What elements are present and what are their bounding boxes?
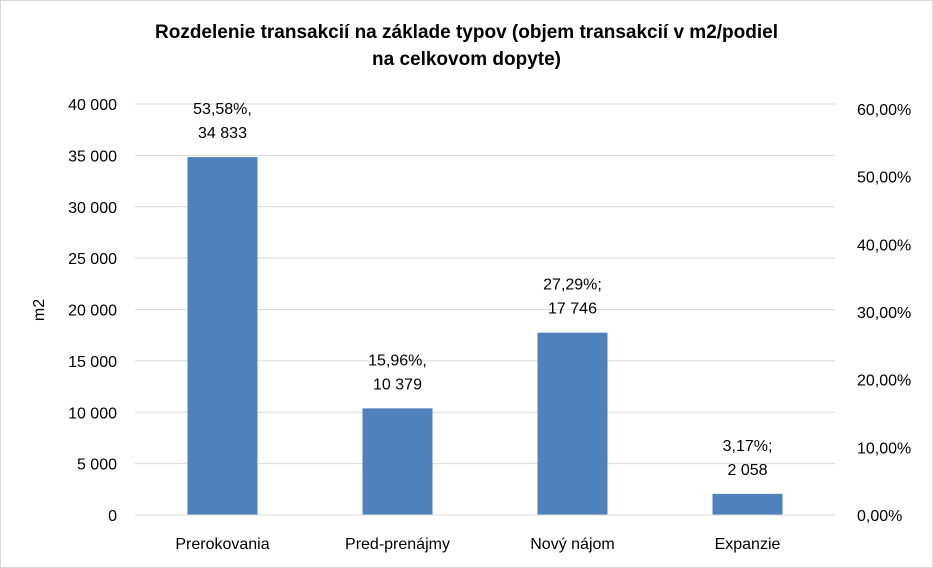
y2-tick-label: 0,00% — [857, 508, 902, 525]
y-axis-label: m2 — [31, 299, 48, 321]
x-tick-label: Prerokovania — [175, 536, 269, 553]
data-labels: 53,58%, 34 833 15,96%, 10 379 27,29%; 17 746 3… — [193, 101, 772, 479]
data-label-value: 34 833 — [198, 125, 247, 142]
data-label-percent: 27,29%; — [543, 277, 602, 294]
y-axis-tick-labels: 0 5 000 10 000 15 000 20 000 25 000 30 000 35 0… — [68, 97, 117, 525]
chart-title-line-1: Rozdelenie transakcií na základe typov (… — [155, 22, 778, 43]
data-label-value: 10 379 — [373, 376, 422, 393]
data-label-percent: 3,17%; — [723, 438, 773, 455]
data-label-value: 17 746 — [548, 301, 597, 318]
y2-tick-label: 30,00% — [857, 305, 911, 322]
y-tick-label: 10 000 — [68, 405, 117, 422]
bar — [362, 408, 433, 515]
y2-axis-tick-labels: 0,00% 10,00% 20,00% 30,00% 40,00% 50,00% 60,00… — [857, 102, 911, 525]
x-tick-label: Expanzie — [715, 536, 781, 553]
y2-tick-label: 40,00% — [857, 237, 911, 254]
bars — [187, 157, 783, 515]
y2-tick-label: 20,00% — [857, 373, 911, 390]
data-label-percent: 53,58%, — [193, 101, 252, 118]
y-tick-label: 15 000 — [68, 354, 117, 371]
bar — [187, 157, 258, 515]
y-tick-label: 35 000 — [68, 148, 117, 165]
data-label-percent: 15,96%, — [368, 352, 427, 369]
y-tick-label: 20 000 — [68, 303, 117, 320]
x-axis-tick-labels: Prerokovania Pred-prenájmy Nový nájom Expan… — [175, 536, 780, 553]
bar — [537, 332, 608, 515]
y-tick-label: 5 000 — [77, 457, 117, 474]
y2-tick-label: 50,00% — [857, 170, 911, 187]
chart-title: Rozdelenie transakcií na základe typov (… — [0, 19, 933, 73]
data-label-value: 2 058 — [727, 462, 767, 479]
y-tick-label: 0 — [108, 508, 117, 525]
y-tick-label: 40 000 — [68, 97, 117, 114]
y2-tick-label: 60,00% — [857, 102, 911, 119]
y2-tick-label: 10,00% — [857, 440, 911, 457]
x-tick-label: Nový nájom — [530, 536, 614, 553]
y-tick-label: 30 000 — [68, 200, 117, 217]
chart-title-line-2: na celkovom dopyte) — [372, 49, 561, 70]
y-tick-label: 25 000 — [68, 251, 117, 268]
x-tick-label: Pred-prenájmy — [345, 536, 450, 553]
bar — [712, 493, 783, 515]
